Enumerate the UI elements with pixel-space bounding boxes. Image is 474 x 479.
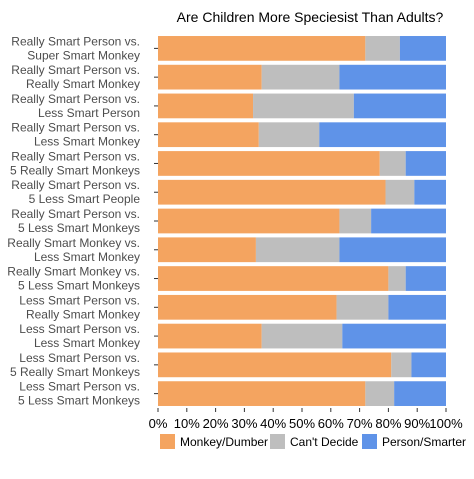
category-label-1-line-1: Really Smart Person vs. [11,34,140,48]
bar-segment-7-2 [339,208,372,234]
x-tick-label-2: 10% [174,416,200,431]
bar-segment-3-1 [158,93,254,119]
category-label-8-line-2: Less Smart Monkey [34,250,140,264]
bar-segment-8-1 [158,237,256,263]
bar-segment-10-3 [388,294,446,320]
x-tick-label-1: 0% [149,416,168,431]
category-label-1-line-2: Super Smart Monkey [27,48,140,62]
bar-segment-3-2 [253,93,354,119]
bar-segment-9-1 [158,266,389,291]
category-label-12-line-1: Less Smart Person vs. [19,351,140,365]
bar-segment-5-2 [379,151,406,176]
category-label-3-line-1: Really Smart Person vs. [11,92,140,106]
category-label-13-line-2: 5 Less Smart Monkeys [18,394,140,408]
bar-segment-12-1 [158,352,392,378]
bar-segment-6-1 [158,179,386,205]
category-label-9-line-2: 5 Less Smart Monkeys [18,279,140,293]
bar-segment-12-2 [391,352,412,378]
category-label-8-line-1: Really Smart Monkey vs. [7,236,140,250]
bar-segment-6-2 [385,179,415,205]
bar-segment-2-1 [158,64,262,90]
bar-segment-8-2 [255,237,340,263]
category-label-5-line-1: Really Smart Person vs. [11,149,140,163]
bar-segment-4-3 [319,122,446,148]
bar-segment-10-1 [158,294,337,320]
category-label-4-line-1: Really Smart Person vs. [11,121,140,135]
legend-swatch-3 [362,434,377,449]
legend-label-1: Monkey/Dumber [180,435,268,449]
x-tick-label-5: 40% [260,416,286,431]
category-label-2-line-1: Really Smart Person vs. [11,63,140,77]
category-label-6-line-1: Really Smart Person vs. [11,178,140,192]
x-tick-label-10: 90% [404,416,430,431]
bar-segment-6-3 [414,179,446,205]
category-label-2-line-2: Really Smart Monkey [26,77,140,91]
category-label-10-line-2: Really Smart Monkey [26,307,140,321]
category-label-5-line-2: 5 Really Smart Monkeys [10,163,140,177]
legend-swatch-1 [160,434,175,449]
x-tick-label-6: 50% [289,416,315,431]
bar-segment-10-2 [336,294,389,320]
category-label-4-line-2: Less Smart Monkey [34,135,140,149]
legend-swatch-2 [270,434,285,449]
bar-segment-7-1 [158,208,340,234]
x-tick-label-9: 80% [375,416,401,431]
x-tick-label-8: 70% [347,416,373,431]
bar-segment-12-3 [411,352,446,378]
category-label-9-line-1: Really Smart Monkey vs. [7,265,140,279]
category-label-3-line-2: Less Smart Person [38,106,140,120]
bar-segment-7-3 [371,208,446,234]
legend-label-2: Can't Decide [290,435,359,449]
category-label-7-line-1: Really Smart Person vs. [11,207,140,221]
chart-title: Are Children More Speciesist Than Adults… [177,9,444,25]
bar-segment-11-3 [342,323,446,349]
bar-segment-4-2 [258,122,320,148]
x-tick-label-3: 20% [203,416,229,431]
bar-segment-4-1 [158,122,259,148]
bar-segment-11-2 [261,323,343,349]
bar-segment-1-2 [365,36,400,61]
bar-segment-13-1 [158,381,366,406]
category-label-11-line-1: Less Smart Person vs. [19,322,140,336]
category-label-11-line-2: Less Smart Monkey [34,336,140,350]
category-label-7-line-2: 5 Less Smart Monkeys [18,221,140,235]
bar-segment-2-3 [339,64,446,90]
bar-segment-2-2 [261,64,340,90]
bar-segment-9-2 [388,266,406,291]
category-label-12-line-2: 5 Really Smart Monkeys [10,365,140,379]
bar-segment-13-2 [365,381,395,406]
bar-segment-13-3 [394,381,446,406]
category-label-13-line-1: Less Smart Person vs. [19,380,140,394]
bar-segment-3-3 [353,93,446,119]
bar-segment-1-1 [158,36,366,61]
bar-segment-1-3 [399,36,446,61]
bar-segment-8-3 [339,237,446,263]
x-tick-label-7: 60% [318,416,344,431]
bar-segment-11-1 [158,323,262,349]
category-label-10-line-1: Less Smart Person vs. [19,293,140,307]
bar-segment-9-3 [405,266,446,291]
x-tick-label-11: 100% [429,416,463,431]
legend-label-3: Person/Smarter [382,435,466,449]
bar-segment-5-3 [405,151,446,176]
x-tick-label-4: 30% [231,416,257,431]
bar-segment-5-1 [158,151,380,176]
category-label-6-line-2: 5 Less Smart People [29,192,141,206]
